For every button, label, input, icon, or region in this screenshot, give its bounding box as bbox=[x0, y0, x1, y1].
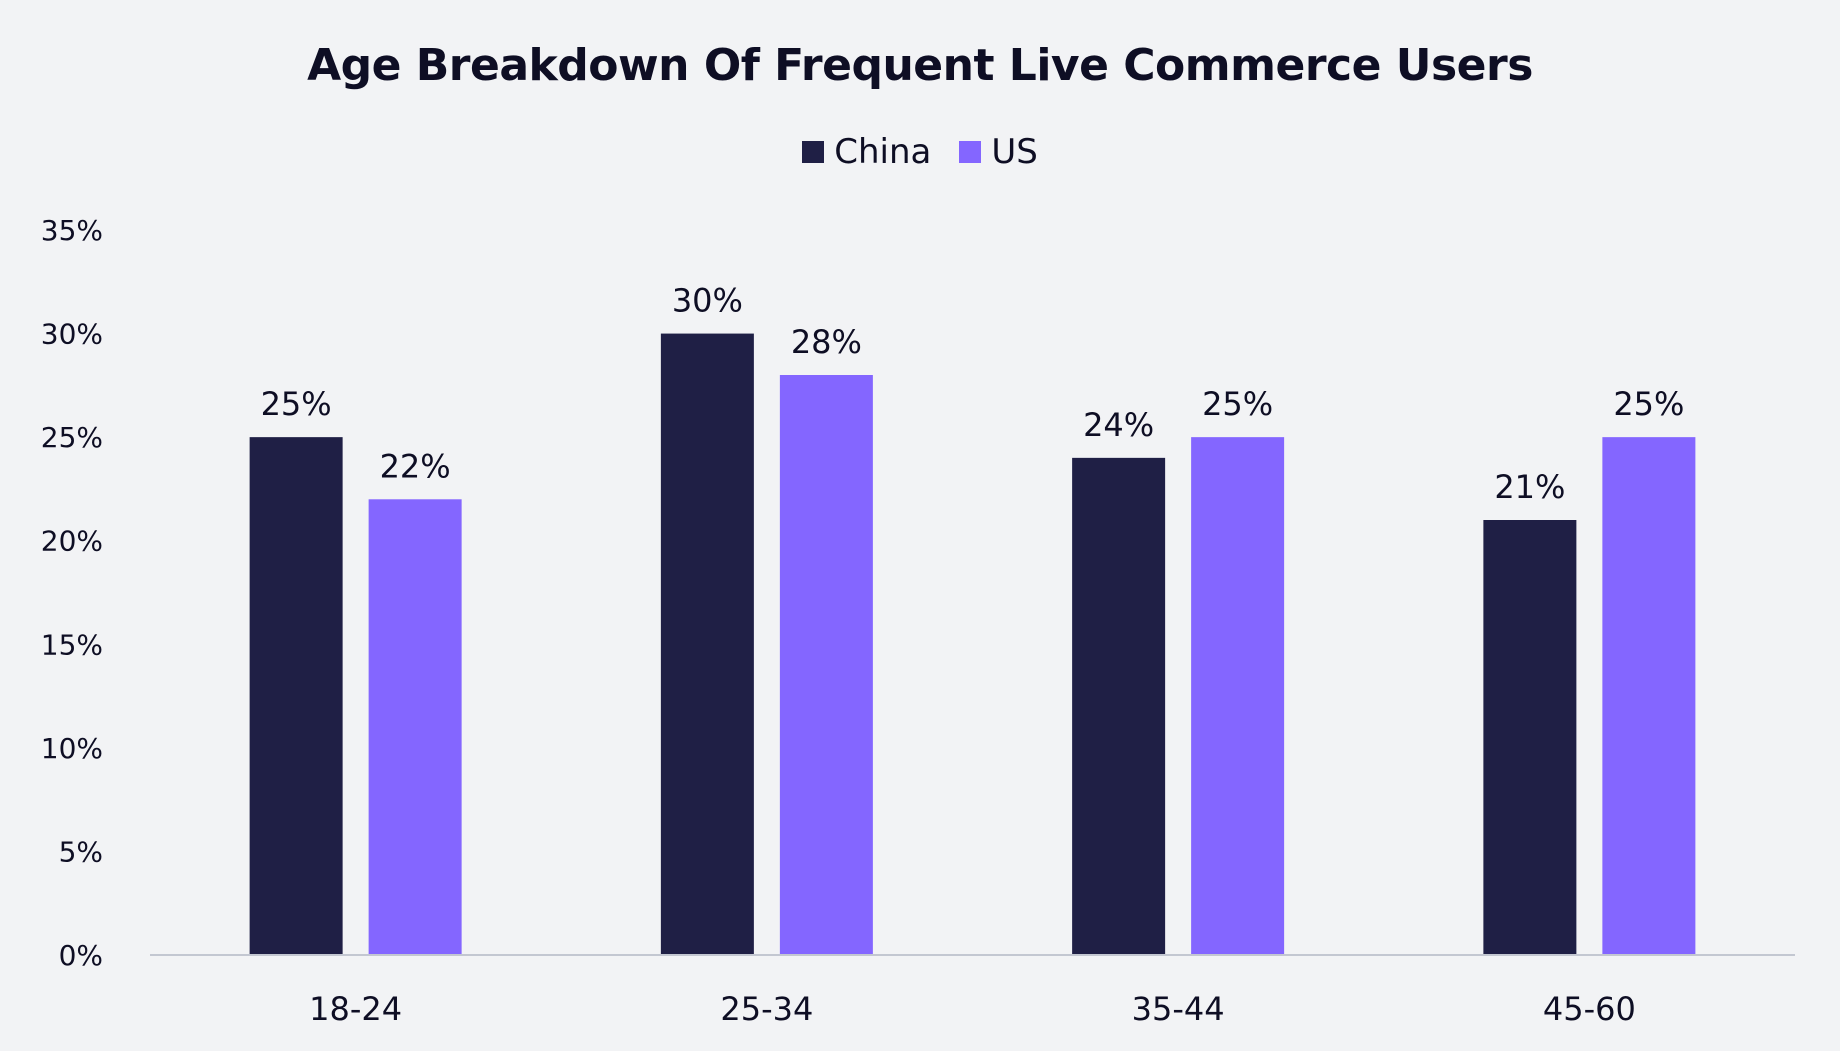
bar-us bbox=[368, 499, 462, 955]
bar-china bbox=[1483, 520, 1577, 955]
legend: China US bbox=[0, 132, 1840, 172]
data-label: 25% bbox=[261, 385, 332, 423]
bar-china bbox=[660, 333, 754, 956]
x-tick-label: 25-34 bbox=[720, 990, 813, 1028]
y-tick-label: 10% bbox=[41, 732, 103, 765]
legend-label-us: US bbox=[991, 132, 1038, 172]
data-label: 30% bbox=[672, 282, 743, 320]
y-tick-label: 0% bbox=[59, 939, 103, 972]
bar-us bbox=[1191, 437, 1285, 956]
y-tick-label: 15% bbox=[41, 628, 103, 661]
bar-china bbox=[1072, 457, 1166, 955]
x-tick-label: 18-24 bbox=[309, 990, 402, 1028]
chart-title: Age Breakdown Of Frequent Live Commerce … bbox=[307, 40, 1533, 91]
legend-swatch-china bbox=[802, 141, 825, 163]
x-tick-label: 35-44 bbox=[1132, 990, 1225, 1028]
data-label: 25% bbox=[1202, 385, 1273, 423]
legend-item-china: China bbox=[802, 132, 931, 172]
y-tick-label: 30% bbox=[41, 318, 103, 351]
data-label: 28% bbox=[791, 323, 862, 361]
data-label: 24% bbox=[1083, 406, 1154, 444]
y-tick-label: 20% bbox=[41, 525, 103, 558]
data-label: 21% bbox=[1494, 468, 1565, 506]
data-label: 22% bbox=[380, 447, 451, 485]
legend-item-us: US bbox=[959, 132, 1038, 172]
x-tick-label: 45-60 bbox=[1543, 990, 1636, 1028]
bar-china bbox=[249, 437, 343, 956]
legend-label-china: China bbox=[834, 132, 932, 172]
data-label: 25% bbox=[1613, 385, 1684, 423]
bar-us bbox=[1602, 437, 1696, 956]
legend-swatch-us bbox=[959, 141, 982, 163]
y-tick-label: 35% bbox=[41, 214, 103, 247]
y-tick-label: 25% bbox=[41, 421, 103, 454]
y-tick-label: 5% bbox=[59, 835, 103, 868]
bar-us bbox=[779, 375, 873, 955]
